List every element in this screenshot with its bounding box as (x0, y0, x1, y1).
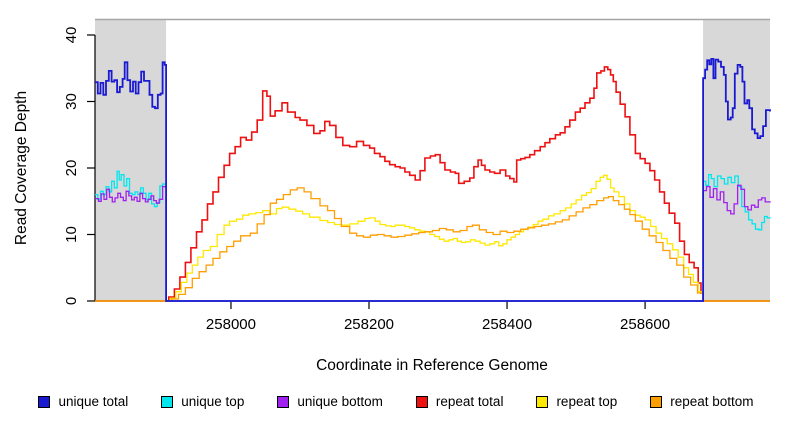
coverage-depth-chart: 0 10 20 30 40 258000 258200 258400 258600 Coordi… (13, 18, 771, 374)
legend-item-unique-total: unique total (38, 394, 128, 409)
legend-label-repeat-total: repeat total (435, 394, 504, 409)
series-layer (95, 58, 771, 302)
series-line-repeat-top (95, 174, 770, 302)
legend-item-repeat-top: repeat top (536, 394, 617, 409)
series-line-unique-bottom (95, 184, 771, 302)
legend-label-unique-top: unique top (181, 394, 245, 409)
unique-total-swatch (38, 395, 51, 408)
y-tick-label: 30 (63, 93, 80, 110)
shaded-region-left (95, 19, 167, 301)
repeat-total-swatch (415, 395, 428, 408)
legend-label-unique-bottom: unique bottom (297, 394, 383, 409)
legend-item-unique-bottom: unique bottom (277, 394, 383, 409)
repeat-bottom-swatch (650, 395, 663, 408)
y-tick-label: 0 (63, 297, 80, 305)
legend-item-unique-top: unique top (161, 394, 244, 409)
x-tick-label: 258200 (344, 316, 394, 333)
shaded-regions-layer (95, 18, 770, 301)
x-tick-label: 258000 (206, 316, 256, 333)
y-tick-label: 20 (63, 160, 80, 177)
series-line-unique-top (95, 170, 771, 302)
series-line-repeat-bottom (95, 187, 770, 302)
legend-item-repeat-total: repeat total (415, 394, 504, 409)
unique-top-swatch (161, 395, 174, 408)
y-tick-label: 40 (63, 27, 80, 44)
x-tick-label: 258400 (482, 316, 532, 333)
legend-label-repeat-bottom: repeat bottom (670, 394, 754, 409)
unique-bottom-swatch (277, 395, 290, 408)
repeat-top-swatch (536, 395, 549, 408)
y-axis-label: Read Coverage Depth (13, 91, 30, 245)
legend-label-unique-total: unique total (58, 394, 129, 409)
legend-label-repeat-top: repeat top (556, 394, 618, 409)
legend-item-repeat-bottom: repeat bottom (650, 394, 754, 409)
x-tick-label: 258600 (620, 316, 670, 333)
y-tick-label: 10 (63, 226, 80, 243)
x-axis-label: Coordinate in Reference Genome (316, 357, 548, 374)
series-line-repeat-total (95, 66, 770, 302)
series-line-unique-total (95, 58, 771, 302)
chart-legend: unique total unique top unique bottom repea… (0, 394, 792, 409)
